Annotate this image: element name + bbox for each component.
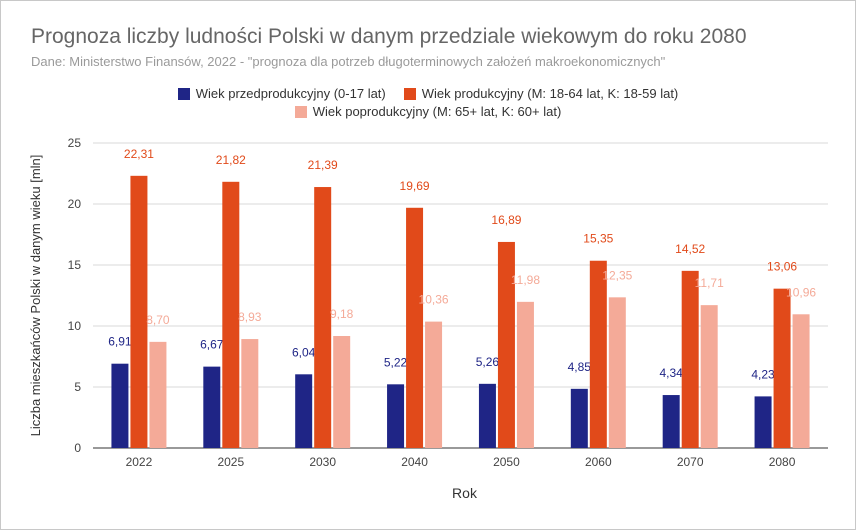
data-label-series-1: 19,69 — [400, 179, 430, 193]
bar-series-0 — [203, 366, 221, 448]
data-label-series-0: 6,04 — [292, 345, 316, 359]
bar-series-2 — [425, 321, 443, 448]
bar-series-0 — [662, 395, 680, 448]
x-tick-label: 2050 — [493, 455, 520, 469]
bar-series-0 — [111, 363, 129, 448]
data-label-series-1: 13,06 — [767, 260, 797, 274]
x-tick-label: 2022 — [126, 455, 153, 469]
y-tick-label: 0 — [74, 441, 81, 455]
legend-item-series-0: Wiek przedprodukcyjny (0-17 lat) — [177, 86, 386, 101]
data-label-series-2: 11,98 — [511, 273, 540, 287]
data-label-series-1: 16,89 — [491, 213, 521, 227]
legend-label-series-1: Wiek produkcyjny (M: 18-64 lat, K: 18-59… — [421, 86, 679, 101]
bar-series-2 — [149, 341, 167, 448]
bar-series-1 — [406, 207, 424, 448]
legend-label-series-2: Wiek poprodukcyjny (M: 65+ lat, K: 60+ l… — [312, 104, 562, 119]
bar-series-1 — [222, 181, 240, 448]
bar-series-1 — [497, 241, 515, 448]
data-label-series-2: 10,36 — [419, 293, 449, 307]
data-label-series-1: 22,31 — [124, 147, 154, 161]
data-label-series-1: 21,82 — [216, 153, 246, 167]
data-label-series-1: 21,39 — [308, 158, 338, 172]
legend-label-series-0: Wiek przedprodukcyjny (0-17 lat) — [195, 86, 386, 101]
bar-series-0 — [478, 383, 496, 448]
x-tick-label: 2070 — [677, 455, 704, 469]
y-tick-label: 5 — [74, 380, 81, 394]
data-label-series-0: 4,85 — [568, 360, 592, 374]
data-label-series-2: 10,96 — [786, 285, 816, 299]
data-label-series-2: 12,35 — [602, 268, 632, 282]
y-tick-label: 25 — [68, 136, 82, 150]
legend-swatch-series-2 — [294, 105, 307, 118]
data-label-series-1: 15,35 — [583, 232, 613, 246]
bar-series-2 — [241, 339, 259, 448]
bar-series-0 — [570, 388, 588, 448]
bar-series-2 — [333, 336, 351, 448]
legend-row-1: Wiek przedprodukcyjny (0-17 lat) Wiek pr… — [0, 86, 856, 101]
data-label-series-0: 4,34 — [660, 366, 684, 380]
legend-swatch-series-0 — [177, 87, 190, 100]
bar-series-1 — [681, 270, 699, 448]
y-tick-label: 20 — [68, 197, 82, 211]
data-label-series-2: 8,93 — [238, 310, 262, 324]
chart-title: Prognoza liczby ludności Polski w danym … — [31, 25, 747, 48]
legend-item-series-1: Wiek produkcyjny (M: 18-64 lat, K: 18-59… — [403, 86, 679, 101]
bar-series-1 — [589, 260, 607, 448]
y-axis-title: Liczba mieszkańców Polski w danym wieku … — [28, 155, 43, 437]
x-tick-label: 2040 — [401, 455, 428, 469]
bar-series-0 — [295, 374, 313, 448]
bar-series-2 — [516, 301, 534, 448]
data-label-series-0: 6,91 — [108, 335, 132, 349]
bar-series-1 — [773, 288, 791, 448]
bar-series-1 — [314, 187, 332, 449]
y-tick-label: 15 — [68, 258, 82, 272]
chart-subtitle: Dane: Ministerstwo Finansów, 2022 - "pro… — [31, 54, 666, 69]
x-tick-label: 2030 — [309, 455, 336, 469]
bar-series-0 — [387, 384, 405, 448]
data-label-series-0: 6,67 — [200, 338, 224, 352]
data-label-series-2: 8,70 — [146, 313, 170, 327]
x-tick-label: 2060 — [585, 455, 612, 469]
y-tick-label: 10 — [68, 319, 82, 333]
data-label-series-0: 4,23 — [751, 367, 775, 381]
x-axis-title: Rok — [452, 485, 478, 501]
bar-series-2 — [608, 297, 626, 448]
bar-series-1 — [130, 175, 148, 448]
bar-series-2 — [792, 314, 810, 448]
data-label-series-1: 14,52 — [675, 242, 705, 256]
data-label-series-2: 9,18 — [330, 307, 354, 321]
x-tick-label: 2025 — [217, 455, 244, 469]
legend-row-2: Wiek poprodukcyjny (M: 65+ lat, K: 60+ l… — [0, 104, 856, 119]
bar-series-2 — [700, 305, 718, 448]
data-label-series-0: 5,26 — [476, 355, 500, 369]
legend-item-series-2: Wiek poprodukcyjny (M: 65+ lat, K: 60+ l… — [294, 104, 562, 119]
bar-series-0 — [754, 396, 772, 448]
data-label-series-0: 5,22 — [384, 355, 408, 369]
legend-swatch-series-1 — [403, 87, 416, 100]
x-tick-label: 2080 — [769, 455, 796, 469]
data-label-series-2: 11,71 — [695, 276, 724, 290]
